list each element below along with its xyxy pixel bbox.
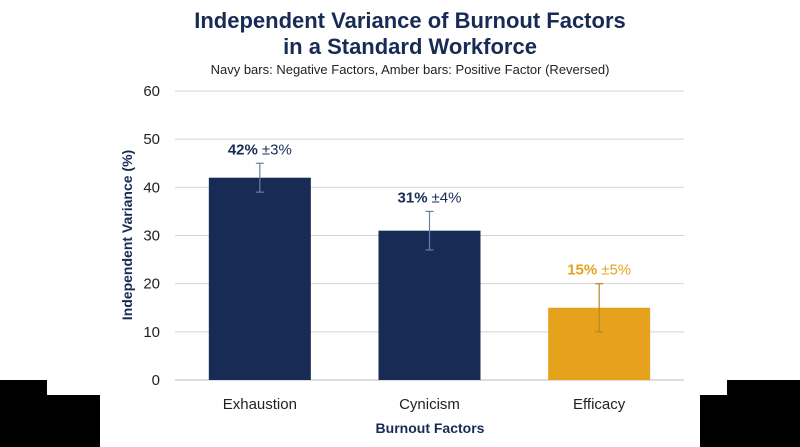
x-axis-label: Burnout Factors	[376, 420, 485, 436]
y-tick-label: 20	[143, 276, 160, 293]
x-tick-label-cynicism: Cynicism	[399, 396, 460, 413]
bars: 42% ±3% 31% ±4% 15% ±5%	[208, 141, 651, 380]
error-label: ±3%	[262, 141, 292, 158]
x-tick-labels: Exhaustion Cynicism Efficacy	[223, 396, 626, 413]
chart-subtitle: Navy bars: Negative Factors, Amber bars:…	[211, 62, 610, 77]
corner-mask-left-top	[0, 380, 47, 395]
bar-exhaustion	[208, 177, 311, 380]
chart-title-line1: Independent Variance of Burnout Factors	[194, 8, 626, 33]
y-axis-label: Independent Variance (%)	[119, 150, 135, 320]
corner-mask-right-bottom	[700, 395, 800, 447]
y-tick-label: 60	[143, 83, 160, 100]
data-label-cynicism: 31% ±4%	[398, 189, 462, 206]
y-tick-label: 50	[143, 131, 160, 148]
value-label: 42%	[228, 141, 258, 158]
x-tick-label-efficacy: Efficacy	[573, 396, 626, 413]
error-label: ±4%	[432, 189, 462, 206]
value-label: 31%	[398, 189, 428, 206]
y-tick-labels: 0 10 20 30 40 50 60	[143, 83, 160, 389]
y-tick-label: 30	[143, 228, 160, 245]
data-label-exhaustion: 42% ±3%	[228, 141, 292, 158]
corner-mask-right-top	[727, 380, 800, 395]
chart-title-line2: in a Standard Workforce	[283, 34, 537, 59]
y-tick-label: 10	[143, 324, 160, 341]
y-tick-label: 0	[152, 372, 160, 389]
x-tick-label-exhaustion: Exhaustion	[223, 396, 297, 413]
bar-cynicism	[378, 230, 481, 380]
corner-mask-left-bottom	[0, 395, 100, 447]
data-label-efficacy: 15% ±5%	[567, 262, 631, 279]
value-label: 15%	[567, 262, 597, 279]
error-label: ±5%	[601, 262, 631, 279]
y-tick-label: 40	[143, 179, 160, 196]
